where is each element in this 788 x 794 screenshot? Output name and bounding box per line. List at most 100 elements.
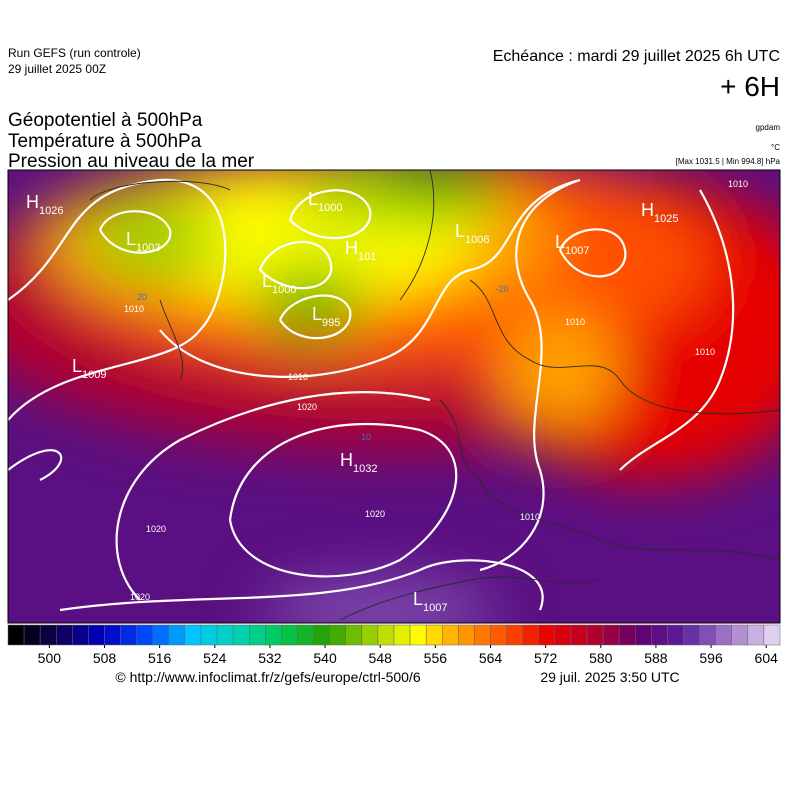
center-letter: L [308, 189, 318, 209]
color-swatch [184, 624, 202, 646]
unit: [Max 1031.5 | Min 994.8] hPa [676, 157, 781, 166]
run-date: 29 juillet 2025 00Z [8, 62, 106, 76]
pressure-center: H1026 [26, 192, 63, 217]
colorbar-tick-label: 580 [589, 650, 613, 666]
color-swatch [442, 624, 459, 646]
isobar-label: 1010 [695, 347, 715, 357]
center-value: 101 [358, 251, 376, 263]
pressure-center: H1025 [641, 200, 678, 225]
valid-time: Echéance : mardi 29 juillet 2025 6h UTC [493, 48, 780, 65]
center-value: 1032 [353, 463, 377, 475]
center-letter: L [72, 356, 82, 376]
color-swatch [651, 624, 668, 646]
color-swatch [618, 624, 636, 646]
center-value: 1026 [39, 205, 63, 217]
center-value: 1007 [423, 602, 447, 614]
map-frame [7, 169, 781, 624]
color-swatch [72, 624, 89, 646]
center-letter: H [340, 450, 353, 470]
colorbar-tick-label: 500 [38, 650, 62, 666]
color-swatch [104, 624, 121, 646]
center-value: 1009 [82, 369, 106, 381]
lead-time: + 6H [720, 71, 780, 102]
center-value: 1007 [565, 245, 589, 257]
isobar-label: 1010 [124, 304, 144, 314]
color-swatch [393, 624, 411, 646]
isobar-label: 1010 [288, 372, 308, 382]
color-swatch [23, 624, 41, 646]
colorbar-tick-label: 508 [93, 650, 117, 666]
color-swatch [313, 624, 330, 646]
color-swatch [667, 624, 684, 646]
colorbar-tick-label: 572 [534, 650, 558, 666]
unit: gpdam [756, 123, 781, 132]
title: Géopotentiel à 500hPa [8, 110, 203, 131]
isobar-label: 1020 [146, 524, 166, 534]
pressure-center: H101 [345, 238, 376, 263]
color-swatch [506, 624, 523, 646]
isobar-label: 1010 [520, 512, 540, 522]
color-swatch [715, 624, 733, 646]
color-swatch [265, 624, 282, 646]
color-swatch [699, 624, 716, 646]
colorbar-tick-label: 548 [369, 650, 393, 666]
center-value: 1000 [272, 284, 296, 296]
color-swatch [409, 624, 427, 646]
color-swatch [425, 624, 443, 646]
color-swatch [538, 624, 556, 646]
color-swatch [345, 624, 363, 646]
color-swatch [570, 624, 588, 646]
center-value: 1025 [654, 213, 678, 225]
colorbar-tick-label: 540 [313, 650, 337, 666]
color-swatch [152, 624, 170, 646]
pressure-center: L1000 [308, 189, 343, 214]
color-swatch [635, 624, 652, 646]
pressure-center: L1003 [126, 229, 161, 254]
color-swatch [763, 624, 781, 646]
pressure-center: L1009 [72, 356, 107, 381]
center-letter: L [262, 271, 272, 291]
color-swatch [458, 624, 475, 646]
center-value: 1000 [318, 202, 342, 214]
color-swatch [120, 624, 137, 646]
pressure-center: L1007 [555, 232, 590, 257]
isotherm-label: 10 [361, 432, 371, 442]
unit: °C [771, 143, 780, 152]
color-swatch [168, 624, 186, 646]
colorbar-tick-label: 556 [424, 650, 448, 666]
colorbar-tick-label: 596 [699, 650, 723, 666]
color-swatch [474, 624, 491, 646]
color-swatch [216, 624, 234, 646]
title: Température à 500hPa [8, 131, 202, 152]
color-swatch [281, 624, 298, 646]
colorbar-tick-label: 588 [644, 650, 668, 666]
color-swatch [39, 624, 57, 646]
pressure-center: L1006 [455, 221, 490, 246]
color-swatch [522, 624, 540, 646]
run-label: Run GEFS (run controle) [8, 46, 141, 60]
color-swatch [683, 624, 700, 646]
color-swatch [7, 624, 25, 646]
color-swatch [88, 624, 105, 646]
color-swatch [232, 624, 250, 646]
pressure-center: L1000 [262, 271, 297, 296]
color-swatch [586, 624, 604, 646]
color-swatch [747, 624, 765, 646]
center-value: 995 [322, 317, 340, 329]
colorbar-tick-label: 564 [479, 650, 503, 666]
pressure-center: L995 [312, 304, 340, 329]
center-letter: L [312, 304, 322, 324]
color-swatch [361, 624, 379, 646]
isobar-label: 1020 [297, 402, 317, 412]
color-swatch [249, 624, 266, 646]
center-letter: H [641, 200, 654, 220]
isobar-label: 1020 [365, 509, 385, 519]
color-swatch [377, 624, 395, 646]
isotherm-label: -20 [495, 284, 508, 294]
colorbar-tick-label: 524 [203, 650, 227, 666]
center-value: 1006 [465, 234, 489, 246]
pressure-center: H1032 [340, 450, 377, 475]
color-swatch [602, 624, 620, 646]
pressure-center: L1007 [413, 589, 448, 614]
